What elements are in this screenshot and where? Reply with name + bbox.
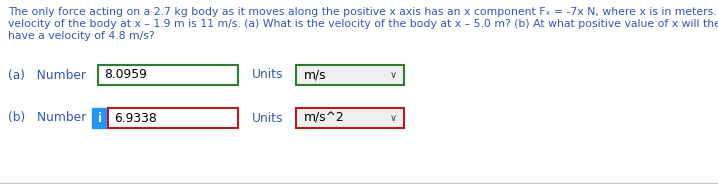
Text: (b)   Number: (b) Number bbox=[8, 112, 86, 124]
Text: i: i bbox=[98, 112, 102, 124]
Bar bbox=[92, 108, 108, 128]
Text: The only force acting on a 2.7 kg body as it moves along the positive x axis has: The only force acting on a 2.7 kg body a… bbox=[8, 7, 718, 17]
Text: 6.9338: 6.9338 bbox=[114, 112, 157, 124]
Bar bbox=[98, 65, 238, 85]
Text: Units: Units bbox=[252, 69, 284, 81]
Text: have a velocity of 4.8 m/s?: have a velocity of 4.8 m/s? bbox=[8, 31, 154, 41]
Text: m/s: m/s bbox=[304, 69, 327, 81]
Bar bbox=[296, 65, 404, 85]
Text: m/s^2: m/s^2 bbox=[304, 112, 345, 124]
Bar bbox=[296, 108, 404, 128]
Text: ∨: ∨ bbox=[390, 70, 397, 80]
Text: 8.0959: 8.0959 bbox=[104, 69, 147, 81]
Text: (a)   Number: (a) Number bbox=[8, 69, 86, 81]
Text: velocity of the body at x – 1.9 m is 11 m/s. (a) What is the velocity of the bod: velocity of the body at x – 1.9 m is 11 … bbox=[8, 19, 718, 29]
Text: Units: Units bbox=[252, 112, 284, 124]
Bar bbox=[108, 108, 238, 128]
Text: ∨: ∨ bbox=[390, 113, 397, 123]
